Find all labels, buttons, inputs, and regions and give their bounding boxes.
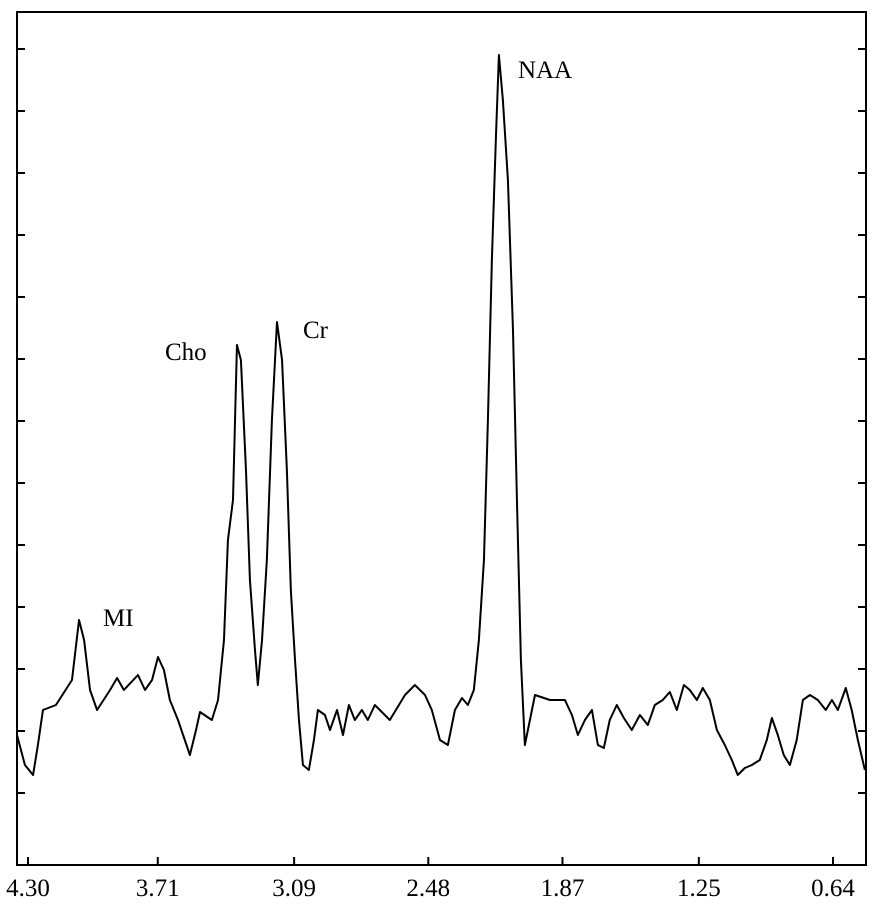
x-tick-label: 2.48 <box>406 875 450 902</box>
plot-frame <box>16 11 867 866</box>
annotation: MI <box>103 605 134 632</box>
annotation: Cr <box>303 317 329 344</box>
annotation: NAA <box>518 57 572 84</box>
spectrum-line <box>16 54 866 776</box>
x-tick-label: 1.25 <box>677 875 721 902</box>
annotation: Cho <box>165 339 207 366</box>
x-tick-label: 4.30 <box>6 875 50 902</box>
y-ticks <box>17 48 866 794</box>
x-tick-label: 3.71 <box>136 875 180 902</box>
x-tick-label: 1.87 <box>541 875 585 902</box>
x-tick-label: 3.09 <box>272 875 316 902</box>
x-tick-label: 0.64 <box>811 875 855 902</box>
